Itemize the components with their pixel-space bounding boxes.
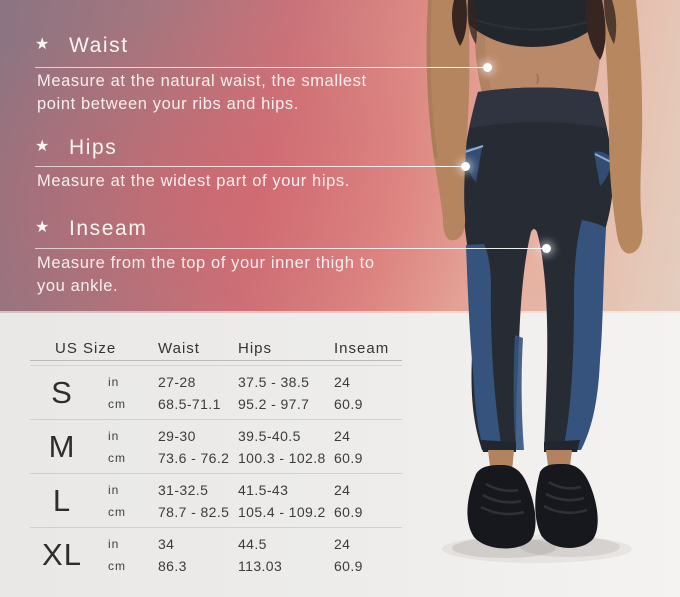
size-label: M [48,429,76,464]
size-chart-table: US Size Waist Hips Inseam S in 27-28 37.… [30,336,402,581]
waist-callout-dot [483,63,492,72]
hips-callout-line [35,166,465,167]
section-title: Waist [68,34,129,57]
inseam-in: 24 [334,428,351,444]
section-heading-hips: ★ Hips [35,136,117,160]
inseam-callout-dot [542,244,551,253]
waist-in: 29-30 [158,428,196,444]
section-heading-waist: ★ Waist [35,34,129,58]
column-header-inseam: Inseam [334,339,390,357]
unit-label: cm [108,505,126,519]
section-title: Inseam [68,217,148,240]
star-icon: ★ [35,219,51,236]
star-icon: ★ [35,36,51,53]
leggings-hem-right [544,440,580,452]
hips-in: 41.5-43 [238,482,289,498]
waist-in: 34 [158,536,175,552]
hips-in: 37.5 - 38.5 [238,374,310,390]
arm-left [426,0,470,241]
unit-label: cm [108,559,126,573]
pocket-zipper-right [594,153,612,163]
navy-panel-right-outer [563,220,606,450]
inseam-cm: 60.9 [334,504,363,520]
inseam-in: 24 [334,374,351,390]
unit-label: in [108,483,120,497]
waist-cm: 73.6 - 76.2 [158,450,230,466]
waist-cm: 86.3 [158,558,187,574]
hips-in: 39.5-40.5 [238,428,301,444]
table-row-xl: XL in 34 44.5 24 cm 86.3 113.03 60.9 [30,528,402,581]
size-chart-header: US Size Waist Hips Inseam [30,336,402,360]
bra-seam [463,15,601,31]
waist-callout-line [35,67,487,68]
sneaker-left [467,465,536,549]
column-header-hips: Hips [238,339,273,357]
sports-bra [464,0,600,47]
unit-label: in [108,537,120,551]
unit-label: cm [108,397,126,411]
column-header-us-size: US Size [55,339,117,357]
size-label: XL [42,537,82,572]
sneaker-right [535,464,598,548]
navy-panel-left-inner [513,335,524,450]
inseam-callout-line [35,248,546,249]
waist-in: 31-32.5 [158,482,209,498]
unit-label: in [108,429,120,443]
section-description-hips: Measure at the widest part of your hips. [37,172,350,190]
header-divider [30,360,402,366]
leggings-waistband [470,87,606,128]
inseam-cm: 60.9 [334,396,363,412]
table-row-m: M in 29-30 39.5-40.5 24 cm 73.6 - 76.2 1… [30,420,402,474]
hip-pocket-left [463,147,482,182]
hips-in: 44.5 [238,536,267,552]
hips-cm: 100.3 - 102.8 [238,450,326,466]
unit-label: in [108,375,120,389]
section-description-waist: Measure at the natural waist, the smalle… [37,72,367,113]
table-row-s: S in 27-28 37.5 - 38.5 24 cm 68.5-71.1 9… [30,366,402,420]
arm-left-shading [426,0,438,158]
unit-label: cm [108,451,126,465]
table-row-l: L in 31-32.5 41.5-43 24 cm 78.7 - 82.5 1… [30,474,402,528]
leggings-hem-left [480,440,516,452]
inseam-cm: 60.9 [334,558,363,574]
pocket-zipper-left [464,145,484,153]
band-divider [0,311,680,313]
inseam-in: 24 [334,536,351,552]
model-photo [426,0,643,563]
section-heading-inseam: ★ Inseam [35,217,147,241]
sneaker-laces [480,480,588,516]
inseam-cm: 60.9 [334,450,363,466]
inseam-in: 24 [334,482,351,498]
navy-panel-left-outer [466,244,502,450]
waist-cm: 68.5-71.1 [158,396,221,412]
section-description-inseam: Measure from the top of your inner thigh… [37,254,375,295]
waist-in: 27-28 [158,374,196,390]
arm-right [602,0,643,254]
hips-callout-dot [461,162,470,171]
size-label: S [51,375,73,410]
hips-cm: 95.2 - 97.7 [238,396,310,412]
hips-cm: 105.4 - 109.2 [238,504,326,520]
column-header-waist: Waist [158,339,200,357]
size-label: L [52,483,72,518]
waist-cm: 78.7 - 82.5 [158,504,230,520]
section-title: Hips [68,136,118,159]
hair [452,0,617,60]
navel [536,73,539,85]
star-icon: ★ [35,138,51,155]
hips-cm: 113.03 [238,558,283,574]
